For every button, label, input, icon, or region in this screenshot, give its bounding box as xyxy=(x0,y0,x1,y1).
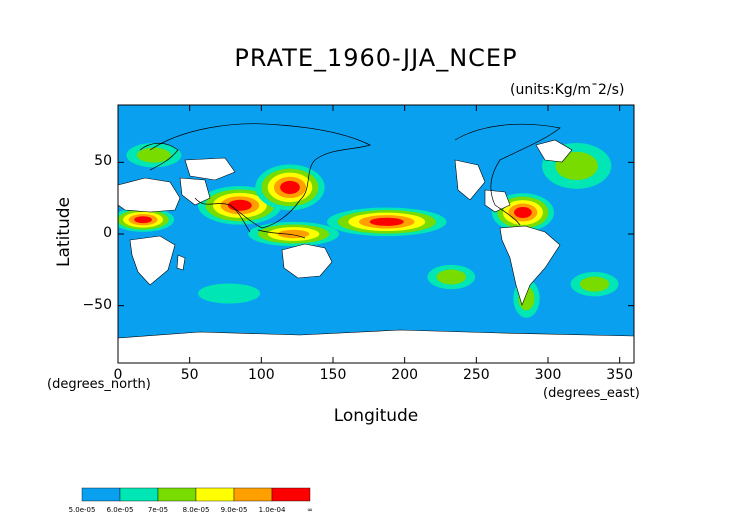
x-tick-label: 250 xyxy=(462,367,490,383)
colorbar-label-3: 8.0e-05 xyxy=(182,506,210,514)
precip-north-europe-level-2 xyxy=(136,147,171,163)
colorbar-label-2: 7e-05 xyxy=(147,506,169,514)
x-units-note: (degrees_east) xyxy=(543,386,640,401)
precipitation-bands xyxy=(118,143,619,318)
precip-southern-indian-band-level-1 xyxy=(198,283,261,304)
colorbar-swatch-4 xyxy=(233,487,273,502)
land-madagascar xyxy=(176,254,186,271)
land-australia xyxy=(281,243,333,279)
x-tick-label: 150 xyxy=(319,367,347,383)
land-central-asia xyxy=(184,157,236,181)
y-units-note: (degrees_north) xyxy=(47,377,151,392)
precip-maritime-continent-level-4 xyxy=(277,229,310,239)
colorbar-swatch-3 xyxy=(195,487,235,502)
colorbar xyxy=(81,487,311,502)
land-southern-africa xyxy=(129,235,176,286)
x-tick-label: 0 xyxy=(113,367,123,383)
precip-southern-pacific-band-level-2 xyxy=(436,269,466,285)
land-antarctica xyxy=(118,329,634,363)
x-tick-label: 50 xyxy=(180,367,199,383)
y-tick-label: 0 xyxy=(103,225,112,241)
land-north-america-south xyxy=(484,189,511,213)
x-tick-label: 300 xyxy=(534,367,562,383)
colorbar-label-1: 6.0e-05 xyxy=(106,506,134,514)
y-tick-label: −50 xyxy=(82,296,112,313)
precip-indian-monsoon-level-5 xyxy=(227,199,252,211)
y-tick-label: 50 xyxy=(94,153,112,170)
colorbar-swatch-0 xyxy=(81,487,121,502)
precip-west-africa-level-5 xyxy=(134,216,152,224)
colorbar-label-4: 9.0e-05 xyxy=(220,506,248,514)
land-greenland xyxy=(535,139,573,163)
colorbar-swatch-1 xyxy=(119,487,159,502)
land-north-america-west xyxy=(454,159,486,201)
land-north-africa xyxy=(118,177,181,213)
coastline-europe xyxy=(139,142,179,171)
coastline-north-america xyxy=(454,123,561,226)
colorbar-label-5: 1.0e-04 xyxy=(258,506,286,514)
x-tick-label: 200 xyxy=(391,367,419,383)
precip-south-atlantic-band-level-2 xyxy=(579,276,610,292)
coastlines xyxy=(139,123,561,239)
land-south-america xyxy=(499,225,561,306)
precip-west-pacific-itcz-level-5 xyxy=(369,217,404,226)
precip-north-atlantic-level-2 xyxy=(555,151,599,181)
precip-central-america-level-5 xyxy=(514,206,532,219)
coastline-south-asia xyxy=(229,204,306,239)
map-title: PRATE_1960-JJA_NCEP xyxy=(234,44,518,72)
colorbar-swatch-5 xyxy=(271,487,311,502)
land-arabia xyxy=(179,177,211,206)
y-axis-label: Latitude xyxy=(54,197,74,267)
colorbar-label-0: 5.0e-05 xyxy=(68,506,96,514)
colorbar-label-6: ∞ xyxy=(307,506,313,514)
x-tick-label: 350 xyxy=(606,367,634,383)
coastline-eurasia xyxy=(149,123,371,229)
x-axis-label: Longitude xyxy=(333,406,419,426)
axis-ticks xyxy=(117,105,634,363)
precip-east-asia-band-level-5 xyxy=(280,180,300,194)
land-missing-data xyxy=(118,139,634,363)
colorbar-swatch-2 xyxy=(157,487,197,502)
x-tick-label: 100 xyxy=(247,367,275,383)
units-label: (units:Kg/m¯2/s) xyxy=(510,82,625,98)
